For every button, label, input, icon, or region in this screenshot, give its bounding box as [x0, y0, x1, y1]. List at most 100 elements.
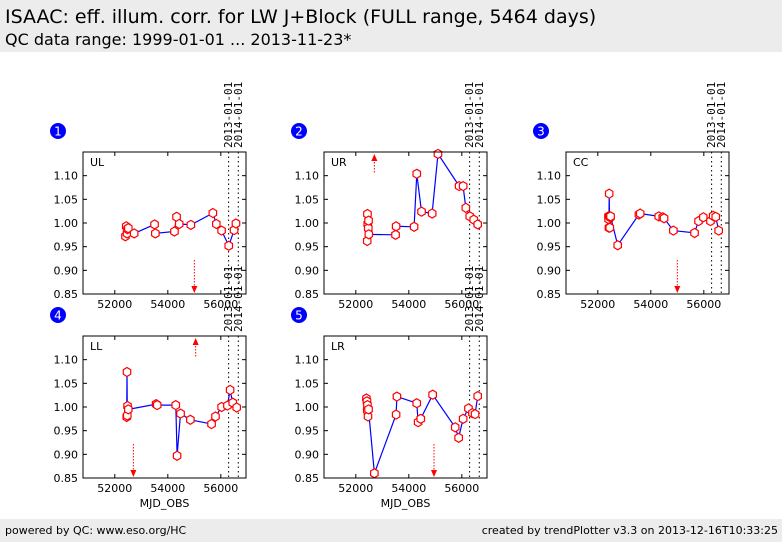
data-point [391, 229, 400, 240]
data-point [123, 404, 133, 415]
x-tick-label: 56000 [444, 482, 479, 495]
panel-number-label: 1 [54, 125, 62, 139]
panel-label: UR [331, 156, 347, 169]
reference-line-label: 2013-01-01 [222, 82, 235, 148]
y-tick-label: 1.00 [537, 217, 562, 230]
reference-line-label: 2014-01-01 [232, 82, 245, 148]
data-point [409, 221, 419, 233]
offscale-arrow-head [371, 154, 378, 161]
reference-line-label: 2014-01-01 [715, 82, 728, 148]
data-point [433, 148, 443, 160]
data-point [458, 180, 468, 192]
data-point [416, 413, 426, 424]
y-tick-label: 1.00 [54, 217, 79, 230]
x-tick-label: 56000 [444, 298, 479, 311]
page-subtitle: QC data range: 1999-01-01 ... 2013-11-23… [5, 30, 352, 49]
data-point [450, 422, 460, 433]
plot-frame [565, 151, 730, 295]
y-tick-label: 0.95 [54, 425, 79, 438]
x-axis-label: MJD_OBS [140, 497, 190, 510]
panel-label: LL [90, 340, 103, 353]
x-tick-label: 54000 [391, 482, 426, 495]
y-tick-label: 1.10 [295, 170, 320, 183]
reference-line-label: 2013-01-01 [705, 82, 718, 148]
x-tick-label: 54000 [150, 298, 185, 311]
data-point [176, 408, 185, 419]
y-tick-label: 0.90 [54, 264, 79, 277]
data-point [217, 225, 226, 236]
data-point [364, 229, 374, 240]
data-point [412, 397, 422, 409]
data-point [605, 222, 615, 233]
y-tick-label: 1.10 [537, 170, 562, 183]
data-point [232, 402, 241, 413]
x-tick-label: 54000 [633, 298, 668, 311]
data-point [370, 468, 379, 479]
plot-frame [323, 335, 488, 479]
data-point [174, 218, 184, 230]
y-tick-label: 1.05 [537, 193, 562, 206]
y-tick-label: 1.05 [54, 193, 79, 206]
data-point [224, 240, 234, 251]
data-point [613, 239, 623, 251]
data-point [171, 399, 181, 411]
data-point [170, 226, 179, 237]
offscale-arrow-head [192, 338, 199, 345]
reference-line-label: 2013-01-01 [463, 266, 476, 332]
data-point [364, 404, 373, 415]
offscale-arrow-head [674, 286, 681, 293]
data-point [151, 228, 160, 239]
x-tick-label: 52000 [338, 482, 373, 495]
panel-number-badge [291, 307, 307, 323]
data-point [606, 211, 615, 222]
panel-number-badge [50, 123, 66, 139]
y-tick-label: 0.95 [295, 425, 320, 438]
y-tick-label: 0.90 [537, 264, 562, 277]
data-point [392, 391, 402, 402]
y-tick-label: 1.10 [54, 354, 79, 367]
data-point [714, 225, 724, 236]
y-tick-label: 0.95 [295, 241, 320, 254]
y-tick-label: 1.05 [295, 377, 320, 390]
x-axis-label: MJD_OBS [381, 497, 431, 510]
y-tick-label: 0.85 [54, 288, 79, 301]
panel-label: CC [573, 156, 589, 169]
data-point [690, 227, 699, 239]
reference-line-label: 2013-01-01 [222, 266, 235, 332]
header-bar: ISAAC: eff. illum. corr. for LW J+Block … [0, 0, 782, 52]
panel-number-label: 2 [295, 125, 303, 139]
x-tick-label: 52000 [580, 298, 615, 311]
x-tick-label: 56000 [686, 298, 721, 311]
data-point [698, 212, 708, 223]
data-point [391, 409, 401, 420]
x-tick-label: 52000 [97, 298, 132, 311]
data-point [659, 213, 669, 224]
reference-line-label: 2014-01-01 [232, 266, 245, 332]
reference-line-label: 2013-01-01 [463, 82, 476, 148]
panel-number-badge [50, 307, 66, 323]
y-tick-label: 0.85 [54, 472, 79, 485]
panel-number-label: 4 [54, 309, 62, 323]
y-tick-label: 1.10 [295, 354, 320, 367]
data-point [225, 384, 235, 396]
x-tick-label: 56000 [203, 298, 238, 311]
data-point [207, 418, 216, 430]
y-tick-label: 0.85 [295, 288, 320, 301]
data-point [668, 225, 678, 236]
data-point [711, 211, 721, 223]
data-point [427, 208, 437, 219]
data-point [123, 223, 133, 234]
data-point [122, 366, 132, 378]
data-point [473, 219, 482, 230]
data-point [186, 219, 196, 231]
data-point [212, 218, 221, 230]
y-tick-label: 0.85 [295, 472, 320, 485]
x-tick-label: 52000 [338, 298, 373, 311]
y-tick-label: 1.00 [295, 217, 320, 230]
page-title: ISAAC: eff. illum. corr. for LW J+Block … [5, 6, 597, 28]
